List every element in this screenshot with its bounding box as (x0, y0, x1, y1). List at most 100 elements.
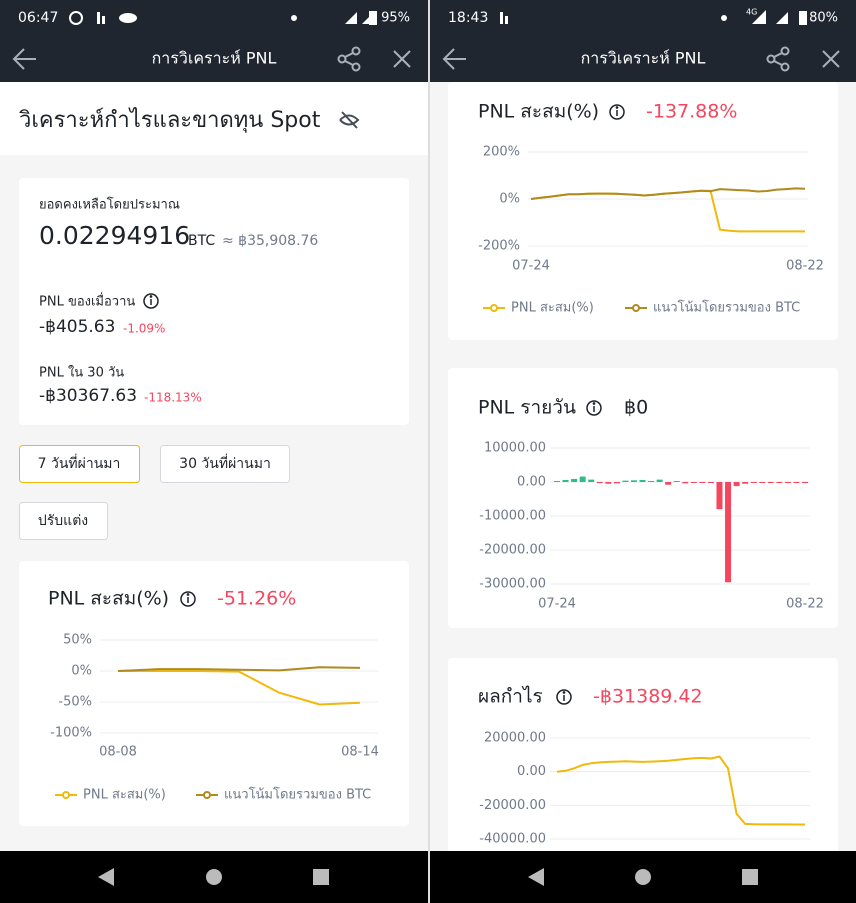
bar (776, 482, 783, 483)
bar (759, 482, 766, 483)
chart-card (448, 658, 838, 858)
bar (648, 480, 655, 482)
info-icon[interactable] (180, 591, 196, 607)
pnl-30d-value: -฿30367.63 (39, 386, 137, 406)
chart-title: PNL รายวัน (478, 397, 576, 419)
legend-label: แนวโน้มโดยรวมของ BTC (224, 787, 371, 803)
wifi-icon (345, 12, 357, 24)
range-button[interactable] (160, 445, 290, 483)
x-tick-label: 08-08 (99, 745, 137, 760)
back-button[interactable] (12, 48, 36, 70)
bar (554, 480, 560, 482)
y-tick-label: 0.00 (517, 475, 546, 490)
y-tick-label: 20000.00 (484, 731, 546, 746)
x-tick-label: 07-24 (512, 259, 550, 274)
bar (571, 478, 578, 482)
nav-back[interactable] (98, 868, 114, 886)
y-tick-label: -20000.00 (479, 543, 546, 558)
bar (725, 482, 732, 583)
header-title: การวิเคราะห์ PNL (581, 49, 706, 68)
bar (630, 480, 637, 482)
y-tick-label: -200% (478, 239, 520, 254)
legend-label: PNL สะสม(%) (511, 301, 594, 316)
nav-recent[interactable] (313, 869, 329, 885)
legend-marker (203, 791, 211, 799)
wifi-icon (776, 12, 788, 24)
series-line (118, 670, 361, 706)
bar (613, 482, 620, 484)
nav-home[interactable] (206, 869, 222, 885)
status-network: 4G (746, 8, 757, 17)
left-top-bar (0, 0, 428, 82)
legend-marker (632, 304, 640, 312)
info-icon[interactable] (586, 400, 602, 416)
info-circle (556, 689, 572, 705)
info-circle (586, 400, 602, 416)
bar (665, 482, 672, 485)
balance-approx: ≈ ฿35,908.76 (222, 233, 318, 249)
back-button[interactable] (442, 48, 466, 70)
status-battery: 95% (381, 11, 410, 26)
bar (605, 482, 612, 484)
x-tick-label: 07-24 (538, 597, 576, 612)
range-button[interactable] (19, 445, 140, 483)
bar (682, 482, 689, 484)
close-button[interactable] (393, 50, 411, 68)
chart-title: PNL สะสม(%) (48, 588, 169, 610)
nav-home[interactable] (635, 869, 651, 885)
balance-label: ยอดคงเหลือโดยประมาณ (39, 197, 180, 213)
signal-icon (505, 16, 508, 24)
hide-icon[interactable] (339, 111, 360, 129)
pnl-30d-change: -118.13% (144, 391, 202, 405)
right-top-bar (430, 0, 856, 82)
battery-icon (369, 11, 377, 25)
divider (428, 0, 430, 903)
bar (716, 482, 723, 510)
info-circle (609, 104, 625, 120)
share-button[interactable] (337, 46, 361, 72)
info-icon[interactable] (609, 104, 625, 120)
series-line (530, 187, 806, 200)
pnl-yesterday-label: PNL ของเมื่อวาน (39, 293, 135, 310)
x-tick-label: 08-14 (341, 745, 379, 760)
nav-back[interactable] (528, 868, 544, 886)
bar (588, 479, 595, 482)
info-dot (592, 402, 596, 405)
bar (579, 476, 586, 482)
bar (802, 482, 808, 483)
chart-card (19, 561, 409, 826)
chart-headline: -51.26% (217, 588, 296, 610)
custom-button-label: ปรับแต่ง (38, 513, 88, 529)
range-button-label: 7 วันที่ผ่านมา (38, 454, 121, 472)
signal-icon (97, 12, 100, 24)
share-button[interactable] (766, 46, 790, 72)
chart-headline: -137.88% (646, 101, 737, 123)
custom-button[interactable] (19, 502, 108, 540)
chart-headline: ฿0 (624, 397, 648, 419)
chart-card (448, 368, 838, 628)
bar (562, 479, 569, 482)
info-icon[interactable] (556, 689, 572, 705)
y-tick-label: 50% (63, 633, 92, 648)
pnl-30d-label: PNL ใน 30 วัน (39, 365, 124, 381)
status-time: 18:43 (448, 10, 488, 26)
bar (699, 482, 706, 483)
nav-recent[interactable] (742, 869, 758, 885)
cloud-icon (119, 13, 137, 23)
bar (784, 482, 791, 483)
info-icon[interactable] (143, 293, 159, 309)
section-title: วิเคราะห์กำไรและขาดทุน Spot (18, 107, 320, 133)
chart-card (448, 82, 838, 340)
bar (742, 482, 749, 484)
dot-icon (291, 15, 297, 21)
pnl-yesterday-value: -฿405.63 (39, 317, 115, 337)
bar (690, 482, 697, 484)
y-tick-label: 0% (499, 192, 520, 207)
bar (673, 480, 680, 482)
y-tick-label: -20000.00 (479, 798, 546, 813)
bar (656, 479, 663, 482)
y-tick-label: 0% (71, 664, 92, 679)
close-button[interactable] (822, 50, 840, 68)
